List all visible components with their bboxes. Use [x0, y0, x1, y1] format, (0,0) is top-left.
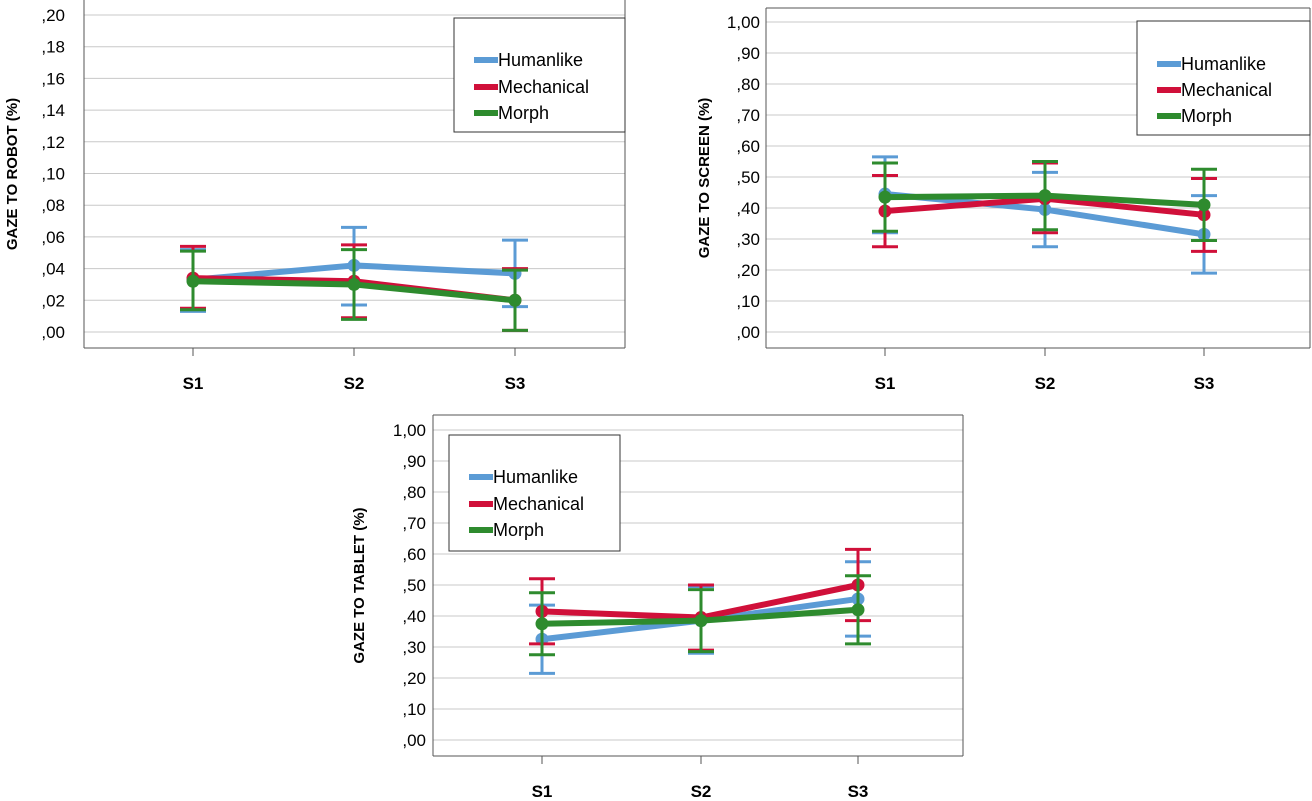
category-label: S1 — [183, 374, 204, 393]
category-label: S2 — [1035, 374, 1056, 393]
y-tick-label: ,12 — [41, 133, 65, 152]
category-label: S1 — [875, 374, 896, 393]
y-tick-label: ,20 — [736, 261, 760, 280]
legend-label: Mechanical — [1181, 80, 1272, 100]
data-point — [347, 277, 361, 291]
y-tick-label: ,60 — [736, 137, 760, 156]
data-point — [694, 614, 708, 628]
y-axis-title: GAZE TO SCREEN (%) — [696, 98, 713, 259]
chart-panel-1: ,00 ,02 ,04 ,06 ,08 ,10 ,12 ,14 ,16 ,18 ,20 S1 S2 S3 G… — [4, 0, 626, 393]
y-tick-label: ,40 — [402, 607, 426, 626]
y-tick-label: ,20 — [41, 6, 65, 25]
series-morph — [529, 574, 871, 657]
data-point — [535, 617, 549, 631]
y-tick-label: ,14 — [41, 101, 65, 120]
category-label: S3 — [1194, 374, 1215, 393]
y-tick-label: ,16 — [41, 69, 65, 88]
legend: Humanlike Mechanical Morph — [1136, 20, 1311, 136]
category-label: S3 — [848, 782, 869, 801]
y-tick-label: ,50 — [736, 168, 760, 187]
y-tick-label: ,90 — [402, 452, 426, 471]
legend-label: Humanlike — [498, 50, 583, 70]
y-tick-label: ,04 — [41, 260, 65, 279]
y-tick-label: ,70 — [402, 514, 426, 533]
y-axis-title: GAZE TO ROBOT (%) — [4, 98, 21, 250]
y-tick-label: ,40 — [736, 199, 760, 218]
data-point — [851, 603, 865, 617]
y-tick-label: ,80 — [402, 483, 426, 502]
y-tick-label: ,00 — [41, 323, 65, 342]
legend-box — [453, 17, 626, 133]
y-tick-label: ,10 — [41, 165, 65, 184]
y-tick-label: ,50 — [402, 576, 426, 595]
legend-label: Mechanical — [493, 494, 584, 514]
legend-label: Mechanical — [498, 77, 589, 97]
data-point — [1197, 198, 1211, 212]
legend: Humanlike Mechanical Morph — [453, 17, 626, 133]
data-point — [878, 190, 892, 204]
legend-label: Humanlike — [493, 467, 578, 487]
y-tick-label: 1,00 — [727, 13, 760, 32]
y-tick-label: 1,00 — [393, 421, 426, 440]
y-tick-label: ,10 — [736, 292, 760, 311]
category-label: S1 — [532, 782, 553, 801]
y-tick-label: ,10 — [402, 700, 426, 719]
data-point — [1038, 189, 1052, 203]
y-tick-label: ,00 — [402, 731, 426, 750]
y-tick-label: ,18 — [41, 38, 65, 57]
data-point — [508, 293, 522, 307]
y-tick-label: ,00 — [736, 323, 760, 342]
legend-label: Morph — [498, 103, 549, 123]
y-tick-label: ,80 — [736, 75, 760, 94]
data-point — [186, 274, 200, 288]
legend-label: Humanlike — [1181, 54, 1266, 74]
y-tick-label: ,90 — [736, 44, 760, 63]
legend-label: Morph — [493, 520, 544, 540]
y-tick-label: ,06 — [41, 228, 65, 247]
series-morph — [872, 160, 1217, 243]
y-axis-title: GAZE TO TABLET (%) — [351, 507, 368, 663]
legend-label: Morph — [1181, 106, 1232, 126]
legend: Humanlike Mechanical Morph — [448, 434, 621, 552]
category-label: S2 — [691, 782, 712, 801]
y-tick-label: ,30 — [402, 638, 426, 657]
chart-panel-2: ,00 ,10 ,20 ,30 ,40 ,50 ,60 ,70 ,80 ,90 1,00 S1 S2 S3… — [696, 7, 1311, 393]
y-tick-label: ,20 — [402, 669, 426, 688]
y-tick-label: ,30 — [736, 230, 760, 249]
category-label: S3 — [505, 374, 526, 393]
y-tick-label: ,60 — [402, 545, 426, 564]
category-label: S2 — [344, 374, 365, 393]
series-morph — [180, 248, 528, 332]
chart-panel-3: ,00 ,10 ,20 ,30 ,40 ,50 ,60 ,70 ,80 ,90 1,00 S1 S2 S3… — [351, 414, 964, 801]
y-tick-label: ,70 — [736, 106, 760, 125]
y-tick-label: ,02 — [41, 291, 65, 310]
y-tick-label: ,08 — [41, 196, 65, 215]
